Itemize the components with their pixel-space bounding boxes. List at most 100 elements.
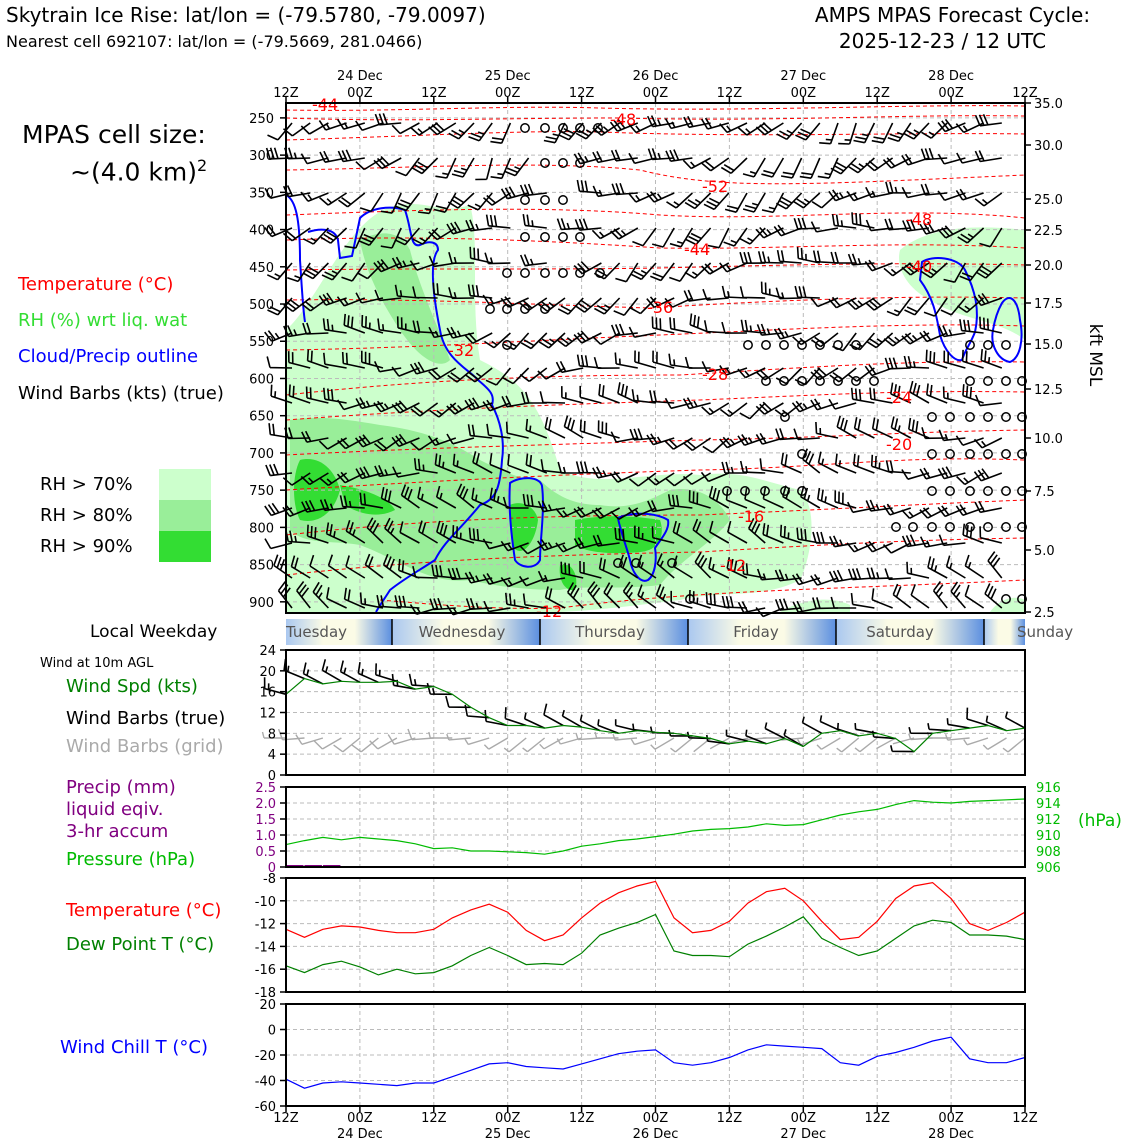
wind-barb (484, 252, 511, 265)
wind-barb (719, 262, 748, 273)
wind-barb (955, 504, 984, 517)
wind-barb (774, 598, 802, 611)
wind-barb (703, 192, 730, 211)
wind-barb (682, 397, 711, 410)
legend-rh70: RH > 70% (40, 474, 133, 495)
wind-barb (373, 361, 402, 373)
temp-contour (285, 208, 1026, 219)
wind-barb (591, 227, 620, 240)
wind-barb (701, 262, 730, 275)
panel-ytick-label: -18 (255, 986, 276, 1001)
wind-barb (853, 453, 875, 474)
wind-barb (482, 192, 511, 206)
wind-barb (610, 323, 638, 337)
wind-barb (762, 487, 784, 509)
wind-barb (391, 122, 420, 135)
grid-wind-barb (693, 737, 712, 753)
wind-barb (755, 401, 784, 415)
top-time-tick-label: 12Z (273, 86, 299, 101)
wind-barb (544, 416, 566, 439)
wind-barb (452, 525, 475, 544)
pressure-tick-label: 350 (249, 186, 274, 201)
wind-barb (377, 318, 402, 334)
cloud-outline (508, 477, 544, 568)
wind-barb (830, 251, 857, 264)
calm-circle (540, 304, 550, 314)
grid-wind-barb (464, 737, 490, 746)
pressure-tick-label: 450 (249, 261, 274, 276)
wind-10m-barb (561, 709, 582, 728)
legend-wind-barbs: Wind Barbs (kts) (true) (18, 383, 224, 404)
kft-tick-label: 15.0 (1034, 338, 1063, 353)
temp-dew-panel: -8 -10 -12 -14 -16 -18 (255, 872, 1026, 1001)
grid-wind-barb (816, 737, 841, 750)
wind-barb (519, 254, 547, 267)
wind-barb (810, 367, 839, 381)
calm-circle (945, 412, 955, 422)
wind-barb (452, 453, 475, 474)
wind-barb (522, 593, 547, 609)
wind-barb (447, 192, 475, 209)
pressure-right-tick-label: 914 (1036, 797, 1061, 812)
wind-barb (613, 297, 639, 317)
wind-barb (720, 157, 748, 174)
temp-contour (285, 237, 1026, 249)
calm-circle (1001, 412, 1011, 422)
wind-barb (919, 536, 948, 548)
calm-circle (945, 486, 955, 496)
pressure-tick-label: 500 (249, 298, 274, 313)
wind-barb (853, 417, 875, 439)
wind-barb (319, 192, 348, 206)
wind-barb (865, 297, 894, 311)
wind-barb (669, 262, 694, 282)
wind-barb (919, 221, 948, 235)
calm-circle (540, 123, 550, 133)
wind-barb (979, 316, 1002, 334)
wind-barb (556, 218, 584, 231)
wind-barb (669, 317, 693, 334)
temp-panel-yticks: -8 -10 -12 -14 -16 -18 (255, 872, 286, 1001)
true-wind-barbs (263, 658, 1026, 753)
wind-barb (410, 402, 439, 417)
pressure-line (285, 798, 1026, 855)
wind-barb (483, 600, 511, 613)
temp-label: -40 (906, 257, 932, 276)
wind-barb (959, 319, 984, 334)
wind-barb (343, 313, 366, 334)
wind-10m-barb (890, 745, 915, 753)
wind-barb (962, 523, 984, 544)
wind-barb (560, 561, 584, 579)
pressure-panel-grid (285, 787, 1026, 867)
wind-barb (556, 332, 584, 348)
wind-barb (489, 453, 511, 474)
wind-barb (475, 157, 493, 181)
wind-barb (846, 297, 875, 310)
panel-ytick-label: 8 (268, 727, 276, 742)
wind-chill-panel: 200-20-40-60 12Z 00Z 12Z 00Z 12Z 00Z 12Z 00Z 12Z… (255, 998, 1038, 1140)
wind-panel-yticks: 24 20 16 12 8 4 0 (259, 644, 286, 784)
calm-circle (1017, 594, 1027, 604)
wind-barb (579, 419, 602, 439)
wind-barb (920, 183, 948, 196)
wind-barb (646, 296, 675, 309)
wind-barb (795, 122, 821, 141)
temp-label: -16 (738, 507, 764, 526)
wind-barb (628, 507, 657, 518)
wind-barb (427, 435, 457, 447)
legend-dewpoint-panel: Dew Point T (°C) (66, 934, 215, 955)
wind-barb (429, 597, 456, 611)
panel-ytick-label: 12 (259, 707, 276, 722)
grid-wind-barb (313, 737, 342, 750)
wind-barb (694, 551, 712, 579)
cloud-outline (918, 257, 978, 362)
wind-barb (591, 507, 620, 520)
wind-barb (575, 122, 602, 140)
wind-barb (446, 433, 475, 445)
wind-10m-barb (946, 718, 970, 729)
wind-barb (522, 493, 547, 509)
kft-tick-label: 35.0 (1034, 97, 1063, 112)
kft-tick-label: 12.5 (1034, 383, 1063, 398)
calm-circle (722, 486, 732, 496)
wind-barb (903, 355, 930, 369)
